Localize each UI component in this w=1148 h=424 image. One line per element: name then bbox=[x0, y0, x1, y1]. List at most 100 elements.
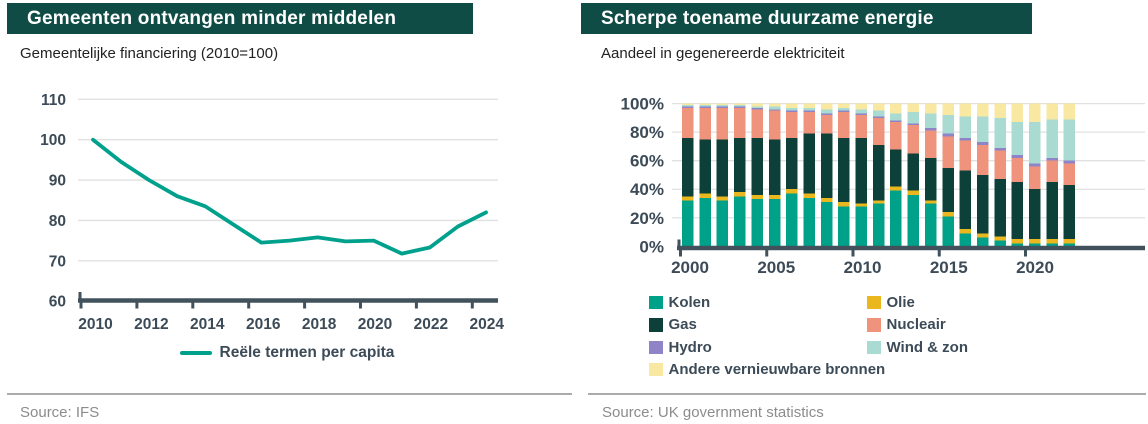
left-panel: Gemeenten ontvangen minder middelen Geme… bbox=[0, 3, 574, 421]
x-tick-label: 2020 bbox=[358, 316, 392, 333]
bar-segment bbox=[1063, 103, 1076, 120]
bar-segment bbox=[768, 199, 781, 247]
bar-segment bbox=[855, 103, 867, 110]
bar-segment bbox=[994, 240, 1006, 247]
left-source: Source: IFS bbox=[20, 404, 100, 421]
bar-segment bbox=[734, 106, 746, 108]
bar-segment bbox=[994, 117, 1006, 148]
bar-segment bbox=[959, 137, 972, 141]
bar-segment bbox=[751, 194, 763, 200]
bar-segment bbox=[786, 103, 798, 108]
bar-segment bbox=[751, 109, 763, 138]
bar-segment bbox=[872, 144, 885, 201]
x-tick-label: 2014 bbox=[190, 316, 225, 333]
bar-segment bbox=[907, 103, 920, 113]
bar-segment bbox=[803, 110, 815, 113]
legend-label: Hydro bbox=[668, 338, 712, 356]
legend-label: Olie bbox=[886, 294, 915, 311]
bar-segment bbox=[751, 137, 763, 195]
bar-segment bbox=[682, 107, 694, 138]
bar-segment bbox=[924, 203, 937, 247]
x-tick-label: 2005 bbox=[757, 258, 795, 277]
y-tick-label: 80 bbox=[49, 213, 66, 230]
bar-segment bbox=[716, 200, 729, 247]
right-divider bbox=[588, 393, 1146, 395]
legend-label: Kolen bbox=[668, 294, 711, 311]
y-tick-label: 90 bbox=[49, 173, 66, 190]
bar-segment bbox=[682, 105, 694, 107]
bar-segment bbox=[924, 127, 937, 131]
bar-segment bbox=[872, 200, 885, 204]
bar-segment bbox=[890, 120, 902, 123]
left-chart-title: Gemeenten ontvangen minder middelen bbox=[27, 7, 397, 29]
bar-segment bbox=[699, 105, 711, 107]
bar-segment bbox=[924, 103, 937, 114]
bar-segment bbox=[1046, 243, 1058, 247]
bar-segment bbox=[786, 193, 798, 247]
bar-segment bbox=[942, 136, 954, 168]
bar-segment bbox=[855, 109, 867, 114]
bar-segment bbox=[976, 142, 989, 145]
y-tick-label: 60% bbox=[630, 152, 664, 171]
legend-item: Gas bbox=[649, 316, 697, 333]
bar-segment bbox=[976, 233, 989, 238]
bar-segment bbox=[872, 116, 885, 118]
left-chart-legend: Reële termen per capita bbox=[0, 344, 574, 362]
bar-segment bbox=[855, 206, 867, 247]
legend-item: Kolen bbox=[649, 294, 711, 311]
bar-segment bbox=[699, 103, 711, 106]
bar-segment bbox=[890, 186, 902, 191]
bar-segment bbox=[976, 116, 989, 143]
bar-segment bbox=[976, 237, 989, 247]
left-chart-subtitle: Gemeentelijke financiering (2010=100) bbox=[20, 45, 279, 62]
bar-segment bbox=[751, 106, 763, 108]
left-divider bbox=[7, 393, 572, 395]
data-line bbox=[91, 137, 488, 256]
bar-segment bbox=[942, 167, 954, 213]
bar-segment bbox=[872, 203, 885, 247]
stacked-bar-chart: 0% 20% 40% 60% 80% 100% 2000 2005 2010 2015 2020 bbox=[621, 95, 1145, 277]
right-chart-subtitle: Aandeel in gegenereerde elektriciteit bbox=[601, 45, 845, 62]
bar-segment bbox=[907, 153, 920, 191]
bar-segment bbox=[734, 137, 746, 193]
bar-segment bbox=[820, 103, 833, 110]
bar-segment bbox=[838, 107, 850, 111]
x-tick-label: 2018 bbox=[302, 316, 337, 333]
bar-segment bbox=[1046, 239, 1058, 244]
legend-swatch bbox=[649, 295, 663, 310]
x-tick-label: 2024 bbox=[470, 316, 505, 333]
bar-segment bbox=[716, 107, 729, 140]
bar-segment bbox=[1046, 160, 1058, 183]
bar-segment bbox=[768, 139, 781, 195]
bar-segment bbox=[994, 150, 1006, 180]
y-tick-label: 20% bbox=[630, 209, 664, 228]
bar-segment bbox=[716, 105, 729, 107]
bar-segment bbox=[734, 107, 746, 138]
bar-segment bbox=[959, 170, 972, 230]
bar-segment bbox=[1046, 157, 1058, 161]
bar-segment bbox=[786, 189, 798, 194]
bar-segment bbox=[734, 196, 746, 247]
bar-segment bbox=[803, 112, 815, 134]
bar-segment bbox=[682, 200, 694, 247]
bar-segment bbox=[890, 103, 902, 114]
bar-segment bbox=[942, 216, 954, 247]
bar-segment bbox=[976, 174, 989, 234]
legend-item: Nucleair bbox=[867, 316, 946, 333]
bar-segment bbox=[959, 103, 972, 117]
bar-segment bbox=[716, 103, 729, 106]
bar-segment bbox=[699, 197, 711, 247]
bar-segment bbox=[786, 112, 798, 138]
bar-segment bbox=[994, 147, 1006, 151]
bar-segment bbox=[994, 236, 1006, 241]
legend-swatch bbox=[649, 362, 663, 377]
legend-swatch bbox=[867, 318, 881, 332]
bar-segment bbox=[768, 194, 781, 200]
bar-segment bbox=[907, 123, 920, 126]
legend-label: Wind & zon bbox=[886, 338, 969, 356]
bar-segment bbox=[872, 117, 885, 145]
bar-segment bbox=[872, 110, 885, 117]
bar-segment bbox=[820, 109, 833, 114]
bar-segment bbox=[803, 193, 815, 198]
